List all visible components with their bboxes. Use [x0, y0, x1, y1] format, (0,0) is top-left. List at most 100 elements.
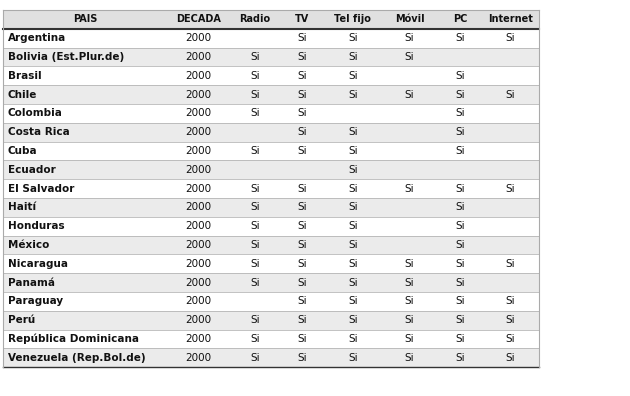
Text: Bolivia (Est.Plur.de): Bolivia (Est.Plur.de)	[8, 52, 124, 62]
Text: Perú: Perú	[8, 315, 35, 325]
Text: Si: Si	[455, 240, 465, 250]
Text: Si: Si	[348, 240, 358, 250]
Text: Brasil: Brasil	[8, 71, 41, 81]
Text: Si: Si	[455, 297, 465, 307]
Text: Si: Si	[455, 33, 465, 43]
Bar	[3, 48, 539, 66]
Bar	[3, 160, 539, 179]
Text: Si: Si	[297, 297, 307, 307]
Text: Si: Si	[297, 240, 307, 250]
Text: 2000: 2000	[185, 184, 212, 194]
Text: México: México	[8, 240, 49, 250]
Text: Si: Si	[505, 334, 515, 344]
Text: Si: Si	[297, 315, 307, 325]
Text: Si: Si	[348, 221, 358, 231]
Text: 2000: 2000	[185, 52, 212, 62]
Text: DECADA: DECADA	[176, 14, 221, 24]
Text: Si: Si	[348, 259, 358, 269]
Text: Si: Si	[404, 52, 415, 62]
Text: Si: Si	[250, 184, 260, 194]
Bar	[3, 329, 539, 348]
Text: Si: Si	[404, 259, 415, 269]
Text: Si: Si	[455, 315, 465, 325]
Text: 2000: 2000	[185, 297, 212, 307]
Text: Si: Si	[250, 89, 260, 99]
Text: Paraguay: Paraguay	[8, 297, 63, 307]
Bar	[3, 255, 539, 273]
Text: Si: Si	[250, 315, 260, 325]
Text: Si: Si	[297, 146, 307, 156]
Text: Si: Si	[505, 353, 515, 363]
Text: Si: Si	[455, 221, 465, 231]
Text: Si: Si	[348, 334, 358, 344]
Text: Si: Si	[348, 278, 358, 287]
Text: Si: Si	[455, 89, 465, 99]
Bar	[3, 104, 539, 123]
Text: Costa Rica: Costa Rica	[8, 127, 69, 137]
Text: Si: Si	[348, 297, 358, 307]
Text: República Dominicana: República Dominicana	[8, 334, 139, 345]
Text: TV: TV	[295, 14, 309, 24]
Bar	[3, 66, 539, 85]
Text: Si: Si	[348, 89, 358, 99]
Text: Nicaragua: Nicaragua	[8, 259, 67, 269]
Text: Honduras: Honduras	[8, 221, 64, 231]
Text: 2000: 2000	[185, 334, 212, 344]
Text: Si: Si	[297, 221, 307, 231]
Text: PC: PC	[453, 14, 467, 24]
Text: Si: Si	[455, 109, 465, 118]
Text: Si: Si	[455, 334, 465, 344]
Text: 2000: 2000	[185, 221, 212, 231]
Text: Si: Si	[250, 71, 260, 81]
Text: Si: Si	[348, 33, 358, 43]
Bar	[3, 348, 539, 367]
Text: Si: Si	[297, 127, 307, 137]
Bar	[3, 142, 539, 160]
Text: Si: Si	[348, 202, 358, 212]
Text: Si: Si	[348, 127, 358, 137]
Text: 2000: 2000	[185, 89, 212, 99]
Text: Si: Si	[404, 315, 415, 325]
Text: Si: Si	[348, 52, 358, 62]
Text: PAIS: PAIS	[73, 14, 97, 24]
Text: Si: Si	[404, 184, 415, 194]
Text: 2000: 2000	[185, 353, 212, 363]
Text: Panamá: Panamá	[8, 278, 55, 287]
Text: Si: Si	[250, 109, 260, 118]
Bar	[3, 29, 539, 48]
Text: Si: Si	[455, 278, 465, 287]
Text: Si: Si	[348, 146, 358, 156]
Bar	[3, 10, 539, 29]
Text: Argentina: Argentina	[8, 33, 66, 43]
Text: Si: Si	[297, 278, 307, 287]
Text: 2000: 2000	[185, 259, 212, 269]
Text: Si: Si	[505, 33, 515, 43]
Text: Si: Si	[297, 184, 307, 194]
Bar	[3, 236, 539, 255]
Text: Si: Si	[505, 297, 515, 307]
Text: Si: Si	[250, 146, 260, 156]
Text: Si: Si	[250, 221, 260, 231]
Text: Si: Si	[348, 353, 358, 363]
Text: Si: Si	[455, 259, 465, 269]
Text: Si: Si	[404, 297, 415, 307]
Text: 2000: 2000	[185, 33, 212, 43]
Text: Si: Si	[250, 259, 260, 269]
Text: Móvil: Móvil	[394, 14, 425, 24]
Text: Si: Si	[455, 71, 465, 81]
Text: 2000: 2000	[185, 202, 212, 212]
Text: 2000: 2000	[185, 240, 212, 250]
Text: Si: Si	[250, 278, 260, 287]
Text: Si: Si	[348, 315, 358, 325]
Text: 2000: 2000	[185, 315, 212, 325]
Text: Si: Si	[297, 353, 307, 363]
Text: Si: Si	[250, 334, 260, 344]
Text: Si: Si	[348, 71, 358, 81]
Text: Si: Si	[455, 202, 465, 212]
Text: Si: Si	[297, 334, 307, 344]
Text: Si: Si	[348, 184, 358, 194]
Text: Ecuador: Ecuador	[8, 165, 55, 175]
Text: Chile: Chile	[8, 89, 37, 99]
Text: 2000: 2000	[185, 278, 212, 287]
Bar	[3, 179, 539, 198]
